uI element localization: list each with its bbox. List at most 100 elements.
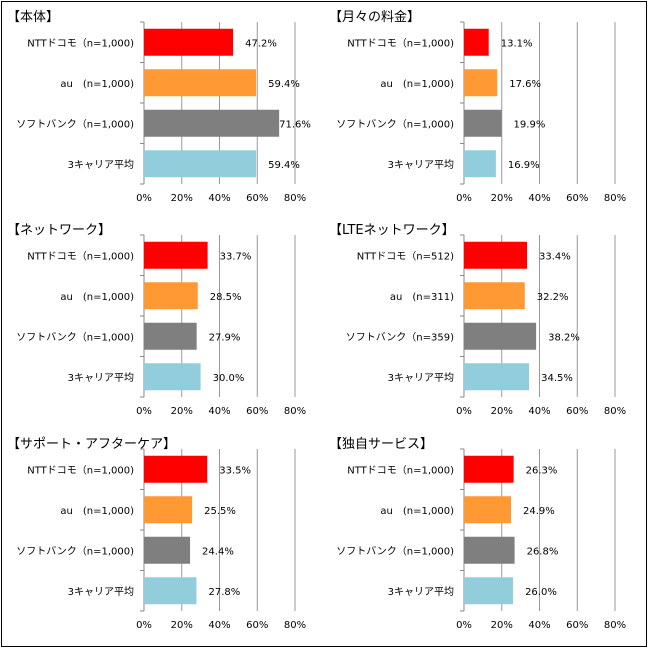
bar bbox=[144, 150, 257, 178]
bar bbox=[464, 150, 496, 178]
data-label: 26.8% bbox=[527, 546, 559, 557]
x-tick-label: 40% bbox=[528, 406, 550, 417]
data-label: 59.4% bbox=[268, 79, 300, 90]
data-label: 28.5% bbox=[210, 292, 242, 303]
bar-chart: 0% 20% 40% 60% 80% NTTドコモ（n=1,000) 33.5% au (n=… bbox=[16, 448, 306, 631]
data-label: 33.4% bbox=[539, 251, 571, 262]
x-tick-label: 20% bbox=[491, 620, 513, 631]
category-label: ソフトバンク（n=359) bbox=[346, 331, 454, 343]
data-label: 38.2% bbox=[548, 332, 580, 343]
bar bbox=[144, 322, 197, 350]
panel-original-services: 0% 20% 40% 60% 80% NTTドコモ（n=1,000) 26.3% au (n=… bbox=[324, 429, 646, 643]
data-label: 17.6% bbox=[509, 79, 541, 90]
panel-support: 0% 20% 40% 60% 80% NTTドコモ（n=1,000) 33.5% au (n=… bbox=[2, 429, 324, 643]
bar bbox=[144, 577, 197, 605]
x-tick-label: 80% bbox=[284, 406, 306, 417]
bar bbox=[144, 69, 257, 97]
bar bbox=[464, 496, 511, 524]
bar bbox=[464, 28, 489, 56]
x-tick-label: 60% bbox=[246, 193, 268, 204]
bar bbox=[464, 455, 514, 483]
data-label: 32.2% bbox=[537, 292, 569, 303]
bar bbox=[144, 363, 201, 391]
category-label: au (n=1,000) bbox=[60, 292, 134, 303]
x-tick-label: 40% bbox=[528, 193, 550, 204]
category-label: 3キャリア平均 bbox=[388, 586, 454, 598]
data-label: 27.9% bbox=[209, 332, 241, 343]
data-label: 33.7% bbox=[220, 251, 252, 262]
data-label: 26.0% bbox=[525, 587, 557, 598]
data-label: 34.5% bbox=[541, 373, 573, 384]
data-label: 30.0% bbox=[213, 373, 245, 384]
bar bbox=[144, 536, 191, 564]
category-label: NTTドコモ（n=1,000) bbox=[27, 37, 134, 49]
data-label: 13.1% bbox=[501, 38, 533, 49]
bar bbox=[464, 536, 515, 564]
x-tick-label: 20% bbox=[171, 620, 193, 631]
bar bbox=[144, 109, 280, 137]
category-label: NTTドコモ（n=1,000) bbox=[27, 464, 134, 476]
category-label: ソフトバンク（n=1,000) bbox=[16, 331, 134, 343]
bar-chart: 0% 20% 40% 60% 80% NTTドコモ（n=512) 33.4% au (n=31… bbox=[346, 234, 626, 417]
x-tick-label: 0% bbox=[136, 193, 152, 204]
data-label: 25.5% bbox=[204, 506, 236, 517]
x-tick-label: 80% bbox=[284, 193, 306, 204]
data-label: 33.5% bbox=[219, 465, 251, 476]
bar bbox=[144, 241, 208, 269]
category-label: 3キャリア平均 bbox=[388, 372, 454, 384]
category-label: NTTドコモ（n=1,000) bbox=[347, 37, 454, 49]
category-label: ソフトバンク（n=1,000) bbox=[336, 545, 454, 557]
category-label: NTTドコモ（n=1,000) bbox=[27, 250, 134, 262]
bar bbox=[144, 496, 193, 524]
x-tick-label: 80% bbox=[604, 620, 626, 631]
x-tick-label: 0% bbox=[136, 620, 152, 631]
data-label: 16.9% bbox=[508, 160, 540, 171]
category-label: au (n=1,000) bbox=[60, 79, 134, 90]
category-label: ソフトバンク（n=1,000) bbox=[336, 118, 454, 130]
x-tick-label: 20% bbox=[491, 406, 513, 417]
category-label: 3キャリア平均 bbox=[68, 586, 134, 598]
bar bbox=[464, 282, 525, 310]
category-label: 3キャリア平均 bbox=[68, 159, 134, 171]
bar bbox=[144, 282, 198, 310]
panel-body: 0% 20% 40% 60% 80% NTTドコモ（n=1,000) 47.2% au (n=… bbox=[2, 2, 324, 216]
data-label: 59.4% bbox=[268, 160, 300, 171]
x-tick-label: 0% bbox=[456, 193, 472, 204]
panel-title: 【ネットワーク】 bbox=[7, 223, 112, 238]
category-label: au (n=1,000) bbox=[60, 506, 134, 517]
data-label: 71.6% bbox=[279, 119, 311, 130]
category-label: ソフトバンク（n=1,000) bbox=[16, 118, 134, 130]
x-tick-label: 60% bbox=[246, 620, 268, 631]
panel-title: 【LTEネットワーク】 bbox=[329, 223, 455, 238]
bar bbox=[464, 363, 530, 391]
x-tick-label: 60% bbox=[566, 193, 588, 204]
x-tick-label: 80% bbox=[284, 620, 306, 631]
bar-chart: 0% 20% 40% 60% 80% NTTドコモ（n=1,000) 33.7% au (n=… bbox=[16, 234, 306, 417]
x-tick-label: 40% bbox=[208, 406, 230, 417]
x-tick-label: 80% bbox=[604, 193, 626, 204]
panel-lte-network: 0% 20% 40% 60% 80% NTTドコモ（n=512) 33.4% au (n=31… bbox=[324, 215, 646, 429]
bar bbox=[144, 455, 208, 483]
x-tick-label: 0% bbox=[136, 406, 152, 417]
bar bbox=[464, 109, 502, 137]
category-label: au (n=1,000) bbox=[380, 79, 454, 90]
data-label: 19.9% bbox=[514, 119, 546, 130]
category-label: NTTドコモ（n=1,000) bbox=[347, 464, 454, 476]
bar-chart: 0% 20% 40% 60% 80% NTTドコモ（n=1,000) 26.3% au (n=… bbox=[336, 448, 626, 631]
bar bbox=[464, 577, 514, 605]
bar-chart: 0% 20% 40% 60% 80% NTTドコモ（n=1,000) 13.1% au (n=… bbox=[336, 21, 626, 204]
data-label: 27.8% bbox=[208, 587, 240, 598]
x-tick-label: 80% bbox=[604, 406, 626, 417]
category-label: au (n=311) bbox=[390, 292, 454, 303]
x-tick-label: 60% bbox=[566, 620, 588, 631]
bar bbox=[464, 241, 528, 269]
data-label: 24.4% bbox=[202, 546, 234, 557]
panel-network: 0% 20% 40% 60% 80% NTTドコモ（n=1,000) 33.7% au (n=… bbox=[2, 215, 324, 429]
x-tick-label: 20% bbox=[171, 406, 193, 417]
bar bbox=[464, 69, 498, 97]
x-tick-label: 20% bbox=[171, 193, 193, 204]
x-tick-label: 20% bbox=[491, 193, 513, 204]
category-label: ソフトバンク（n=1,000) bbox=[16, 545, 134, 557]
